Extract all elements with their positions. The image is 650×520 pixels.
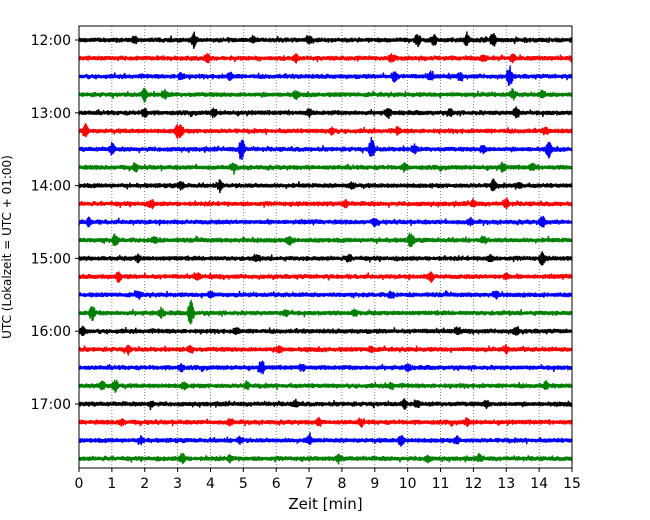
trace-1645 — [78, 379, 573, 393]
y-axis-ticks: 12:00 13:00 14:00 15:00 16:00 17:00 — [31, 33, 79, 413]
trace-1415 — [78, 197, 573, 210]
x-tick-label: 14 — [530, 476, 548, 492]
trace-1245 — [78, 87, 573, 103]
x-tick-label: 7 — [305, 476, 314, 492]
trace-1500 — [78, 251, 573, 266]
x-tick-label: 2 — [140, 476, 149, 492]
trace-1315 — [78, 123, 573, 139]
x-tick-label: 4 — [206, 476, 215, 492]
trace-1545 — [78, 299, 573, 325]
trace-1730 — [78, 432, 573, 447]
x-axis-label: Zeit [min] — [288, 495, 362, 513]
trace-1745 — [78, 452, 573, 465]
x-tick-label: 13 — [497, 476, 515, 492]
seismic-traces — [78, 31, 573, 465]
x-axis-ticks: 0 1 2 3 4 5 6 7 8 9 10 11 12 13 14 15 — [75, 468, 581, 492]
trace-1200 — [78, 31, 573, 49]
trace-1630 — [78, 360, 573, 375]
y-tick-label: 14:00 — [31, 179, 71, 195]
x-tick-label: 9 — [370, 476, 379, 492]
trace-1430 — [78, 215, 573, 228]
x-tick-label: 1 — [107, 476, 116, 492]
x-tick-label: 0 — [75, 476, 84, 492]
y-tick-label: 15:00 — [31, 251, 71, 267]
trace-1700 — [78, 398, 573, 411]
y-tick-label: 17:00 — [31, 397, 71, 413]
trace-1515 — [78, 271, 573, 283]
trace-1600 — [78, 325, 573, 337]
x-tick-label: 6 — [272, 476, 281, 492]
y-axis-label: UTC (Lokalzeit = UTC + 01:00) — [0, 155, 14, 339]
trace-1400 — [78, 178, 573, 194]
y-tick-label: 13:00 — [31, 106, 71, 122]
trace-1345 — [78, 161, 573, 175]
plot-frame — [78, 25, 573, 469]
trace-1615 — [78, 344, 573, 356]
x-tick-label: 11 — [432, 476, 450, 492]
x-tick-label: 3 — [173, 476, 182, 492]
y-tick-label: 16:00 — [31, 324, 71, 340]
x-tick-label: 10 — [399, 476, 417, 492]
trace-1300 — [78, 106, 573, 119]
trace-1215 — [78, 53, 573, 64]
x-tick-label: 5 — [239, 476, 248, 492]
trace-1715 — [78, 416, 573, 428]
x-tick-label: 12 — [464, 476, 482, 492]
trace-1445 — [78, 232, 573, 248]
trace-1530 — [78, 290, 573, 300]
trace-1330 — [78, 136, 573, 161]
y-tick-label: 12:00 — [31, 33, 71, 49]
x-tick-label: 8 — [337, 476, 346, 492]
x-tick-label: 15 — [563, 476, 581, 492]
trace-1230 — [78, 65, 573, 87]
